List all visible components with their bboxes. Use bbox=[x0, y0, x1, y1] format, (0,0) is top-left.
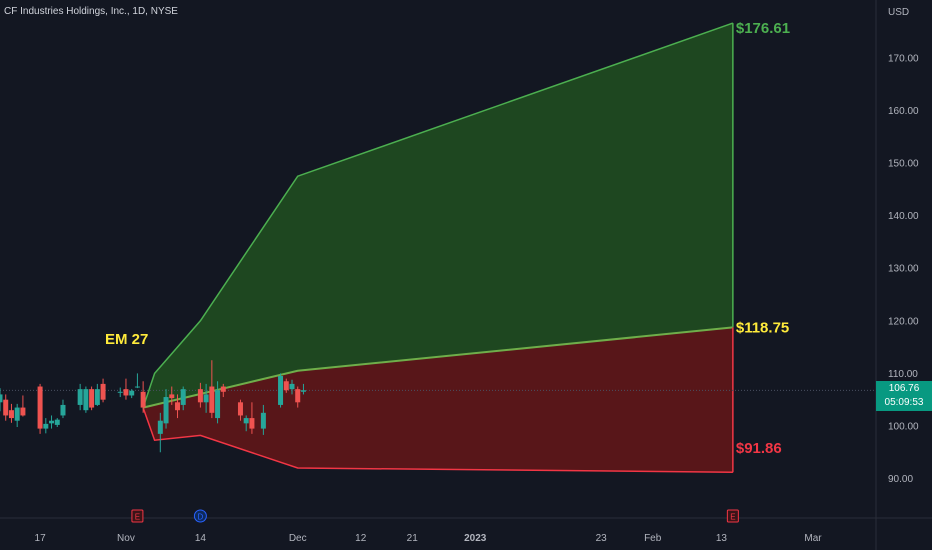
candle-body bbox=[20, 407, 26, 416]
mid-line bbox=[142, 326, 733, 409]
countdown-timer: 05:09:53 bbox=[884, 397, 924, 408]
upside-zone bbox=[143, 23, 733, 408]
lower-bound-line bbox=[142, 407, 733, 473]
candle-body bbox=[134, 386, 140, 388]
candle-body bbox=[237, 402, 243, 416]
earnings-marker bbox=[131, 509, 144, 523]
candle-body bbox=[14, 407, 20, 421]
x-tick-label: Dec bbox=[289, 533, 307, 544]
earnings-marker bbox=[726, 509, 739, 523]
y-tick-label: 130.00 bbox=[888, 264, 919, 275]
em-label: EM 27 bbox=[105, 331, 148, 348]
candle-body bbox=[117, 391, 123, 393]
candle-body bbox=[60, 404, 66, 416]
y-tick-label: 110.00 bbox=[888, 369, 918, 380]
x-tick-label: 14 bbox=[195, 533, 207, 544]
y-tick-label: 160.00 bbox=[888, 106, 919, 117]
candle-body bbox=[215, 390, 221, 419]
candle-body bbox=[209, 386, 215, 413]
candle-body bbox=[180, 389, 186, 405]
x-tick-label: 17 bbox=[35, 533, 47, 544]
candle-body bbox=[243, 418, 249, 424]
candle-body bbox=[43, 423, 49, 429]
candle-body bbox=[129, 390, 135, 396]
currency-label: USD bbox=[888, 7, 909, 18]
candle-body bbox=[197, 389, 203, 403]
candle-body bbox=[77, 389, 83, 405]
candle-body bbox=[289, 383, 295, 390]
chart-title: CF Industries Holdings, Inc., 1D, NYSE bbox=[4, 6, 178, 17]
y-tick-label: 90.00 bbox=[888, 474, 913, 485]
candle-body bbox=[300, 390, 306, 392]
candle-body bbox=[295, 389, 301, 403]
candle-body bbox=[100, 383, 106, 400]
candle-body bbox=[163, 397, 169, 424]
candle-body bbox=[174, 402, 180, 411]
upper-bound-line bbox=[142, 22, 734, 408]
candle-body bbox=[249, 418, 255, 429]
x-tick-label: 2023 bbox=[464, 533, 487, 544]
x-tick-label: 12 bbox=[355, 533, 367, 544]
event-marker-letter: D bbox=[198, 513, 204, 522]
mid-target-label: $118.75 bbox=[736, 319, 789, 336]
candle-body bbox=[37, 386, 43, 429]
dividend-marker bbox=[193, 509, 207, 523]
y-tick-label: 150.00 bbox=[888, 159, 919, 170]
candle-body bbox=[169, 394, 175, 399]
candle-body bbox=[123, 389, 129, 396]
last-price-value: 106.76 bbox=[888, 383, 920, 394]
candle-body bbox=[54, 419, 60, 425]
candle-body bbox=[220, 386, 226, 392]
x-tick-label: 13 bbox=[716, 533, 728, 544]
y-tick-label: 170.00 bbox=[888, 53, 919, 64]
candle-body bbox=[140, 391, 146, 408]
y-tick-label: 120.00 bbox=[888, 316, 919, 327]
y-tick-label: 100.00 bbox=[888, 421, 919, 432]
price-axis-panel bbox=[876, 0, 932, 550]
candle-body bbox=[278, 376, 284, 405]
candle-body bbox=[260, 412, 266, 429]
candle-body bbox=[94, 389, 100, 405]
x-tick-label: Nov bbox=[117, 533, 135, 544]
candle-body bbox=[157, 420, 163, 434]
candle-body bbox=[83, 389, 89, 411]
candle-body bbox=[0, 394, 3, 403]
candle-body bbox=[3, 399, 9, 416]
event-marker-letter: E bbox=[135, 513, 140, 522]
candle-body bbox=[283, 381, 289, 391]
downside-zone bbox=[143, 327, 733, 473]
y-tick-label: 140.00 bbox=[888, 211, 919, 222]
x-tick-label: Feb bbox=[644, 533, 662, 544]
last-price-tag: 106.76 05:09:53 bbox=[876, 381, 932, 411]
event-marker-letter: E bbox=[730, 513, 735, 522]
candle-body bbox=[89, 389, 95, 408]
upper-target-label: $176.61 bbox=[736, 20, 790, 37]
lower-target-label: $91.86 bbox=[736, 440, 782, 457]
x-tick-label: 23 bbox=[596, 533, 608, 544]
candle-body bbox=[49, 420, 55, 424]
candle-body bbox=[203, 394, 209, 403]
x-tick-label: 21 bbox=[407, 533, 419, 544]
candle-body bbox=[8, 410, 14, 419]
x-tick-label: Mar bbox=[804, 533, 822, 544]
